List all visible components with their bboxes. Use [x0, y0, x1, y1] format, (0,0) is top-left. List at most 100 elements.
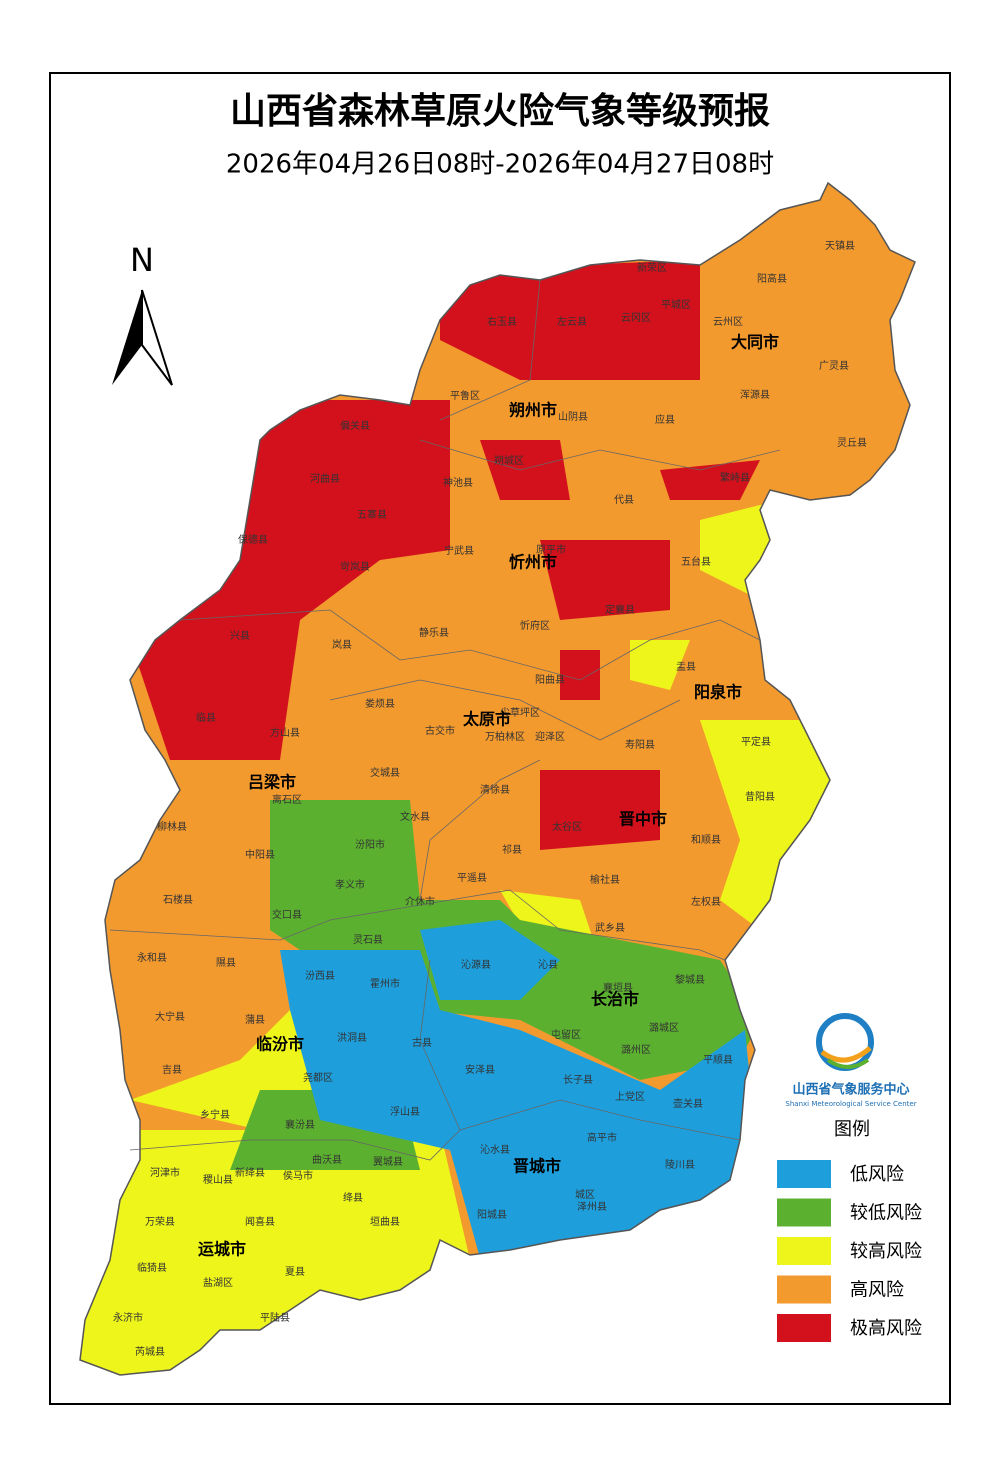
logo: 山西省气象服务中心 Shanxi Meteorological Service … — [785, 1013, 917, 1108]
city-label: 长治市 — [591, 990, 639, 1009]
county-label: 祁县 — [502, 843, 522, 856]
county-label: 泽州县 — [577, 1201, 607, 1213]
county-label: 太谷区 — [552, 820, 582, 833]
county-label: 朔城区 — [494, 454, 524, 467]
county-label: 迎泽区 — [535, 731, 565, 743]
city-label: 阳泉市 — [694, 683, 742, 702]
county-label: 忻府区 — [520, 619, 550, 632]
county-label: 交城县 — [370, 766, 400, 779]
county-label: 新荣区 — [637, 261, 667, 274]
county-label: 垣曲县 — [370, 1216, 400, 1228]
risk-zone — [540, 540, 670, 620]
county-label: 沁源县 — [461, 958, 491, 971]
risk-zone — [130, 400, 450, 760]
risk-zone — [560, 650, 600, 700]
county-label: 阳高县 — [757, 272, 787, 285]
north-arrow: N — [112, 241, 173, 386]
county-label: 娄烦县 — [365, 697, 395, 710]
county-label: 城区 — [575, 1189, 595, 1201]
county-label: 襄汾县 — [285, 1118, 315, 1131]
county-label: 永济市 — [113, 1311, 143, 1324]
county-label: 文水县 — [400, 810, 430, 823]
county-label: 左云县 — [557, 315, 587, 328]
county-label: 五台县 — [681, 555, 711, 568]
county-label: 神池县 — [443, 476, 473, 489]
county-label: 临县 — [196, 711, 216, 724]
county-label: 吉县 — [162, 1064, 182, 1076]
county-label: 绛县 — [343, 1191, 363, 1204]
logo-name: 山西省气象服务中心 — [792, 1082, 909, 1098]
boundary — [419, 439, 781, 471]
county-label: 右玉县 — [487, 315, 517, 328]
county-label: 屯留区 — [551, 1028, 581, 1041]
county-label: 新绛县 — [235, 1166, 265, 1179]
legend-label: 较低风险 — [850, 1203, 922, 1224]
county-label: 万荣县 — [145, 1216, 175, 1228]
county-label: 介休市 — [405, 895, 435, 908]
county-label: 安泽县 — [465, 1063, 495, 1076]
county-label: 偏关县 — [340, 419, 370, 432]
legend-label: 高风险 — [850, 1280, 904, 1301]
risk-zone — [660, 460, 760, 500]
county-label: 蒲县 — [245, 1013, 265, 1026]
county-label: 平遥县 — [457, 871, 487, 884]
county-label: 壶关县 — [673, 1097, 703, 1110]
county-label: 平城区 — [661, 299, 691, 311]
county-label: 霍州市 — [370, 977, 400, 990]
city-label: 太原市 — [462, 710, 511, 729]
county-label: 平定县 — [741, 735, 771, 748]
county-label: 石楼县 — [163, 893, 193, 906]
county-label: 左权县 — [691, 895, 721, 908]
map-title: 山西省森林草原火险气象等级预报 — [230, 91, 770, 132]
boundary — [419, 759, 541, 901]
county-label: 芮城县 — [135, 1345, 165, 1358]
county-label: 云州区 — [713, 316, 743, 328]
city-label: 大同市 — [731, 333, 779, 352]
county-label: 潞州区 — [621, 1043, 651, 1056]
county-label: 阳城县 — [477, 1209, 507, 1221]
county-label: 平顺县 — [703, 1054, 733, 1066]
county-label: 原平市 — [536, 543, 566, 556]
county-label: 盂县 — [676, 661, 696, 673]
logo-name-en: Shanxi Meteorological Service Center — [785, 1100, 916, 1108]
logo-swoosh — [820, 1046, 872, 1063]
county-label: 沁水县 — [480, 1144, 510, 1156]
legend-swatch — [777, 1237, 831, 1265]
county-label: 大宁县 — [155, 1010, 185, 1023]
city-label: 朔州市 — [509, 401, 557, 420]
city-label: 临汾市 — [256, 1035, 304, 1054]
legend-swatch — [777, 1198, 831, 1227]
county-label: 宁武县 — [444, 544, 474, 557]
boundary — [329, 679, 681, 741]
county-label: 高平市 — [587, 1131, 617, 1144]
county-label: 隰县 — [216, 957, 236, 969]
legend-label: 极高风险 — [850, 1318, 922, 1339]
county-label: 稷山县 — [203, 1174, 233, 1186]
county-label: 平鲁区 — [450, 389, 480, 402]
legend-title: 图例 — [834, 1119, 870, 1140]
county-label: 灵石县 — [353, 934, 383, 946]
county-label: 临猗县 — [137, 1261, 167, 1274]
county-label: 静乐县 — [419, 626, 449, 639]
county-label: 阳曲县 — [535, 674, 565, 686]
county-label: 古交市 — [425, 724, 455, 737]
risk-zone — [440, 260, 700, 380]
county-label: 上党区 — [615, 1090, 645, 1103]
city-label: 忻州市 — [509, 553, 557, 572]
county-label: 盐湖区 — [203, 1276, 233, 1289]
legend-swatch — [777, 1160, 831, 1188]
logo-swoosh — [826, 1058, 870, 1069]
county-label: 翼城县 — [373, 1156, 403, 1168]
county-label: 河津市 — [150, 1166, 180, 1179]
county-label: 尖草坪区 — [500, 706, 540, 719]
county-label: 定襄县 — [605, 603, 635, 616]
county-label: 兴县 — [230, 630, 250, 642]
county-label: 孝义市 — [335, 878, 365, 891]
county-label: 洪洞县 — [337, 1032, 367, 1044]
county-label: 浑源县 — [740, 388, 770, 401]
boundary — [179, 609, 761, 681]
arrow-left — [112, 290, 142, 385]
north-label: N — [130, 241, 154, 279]
